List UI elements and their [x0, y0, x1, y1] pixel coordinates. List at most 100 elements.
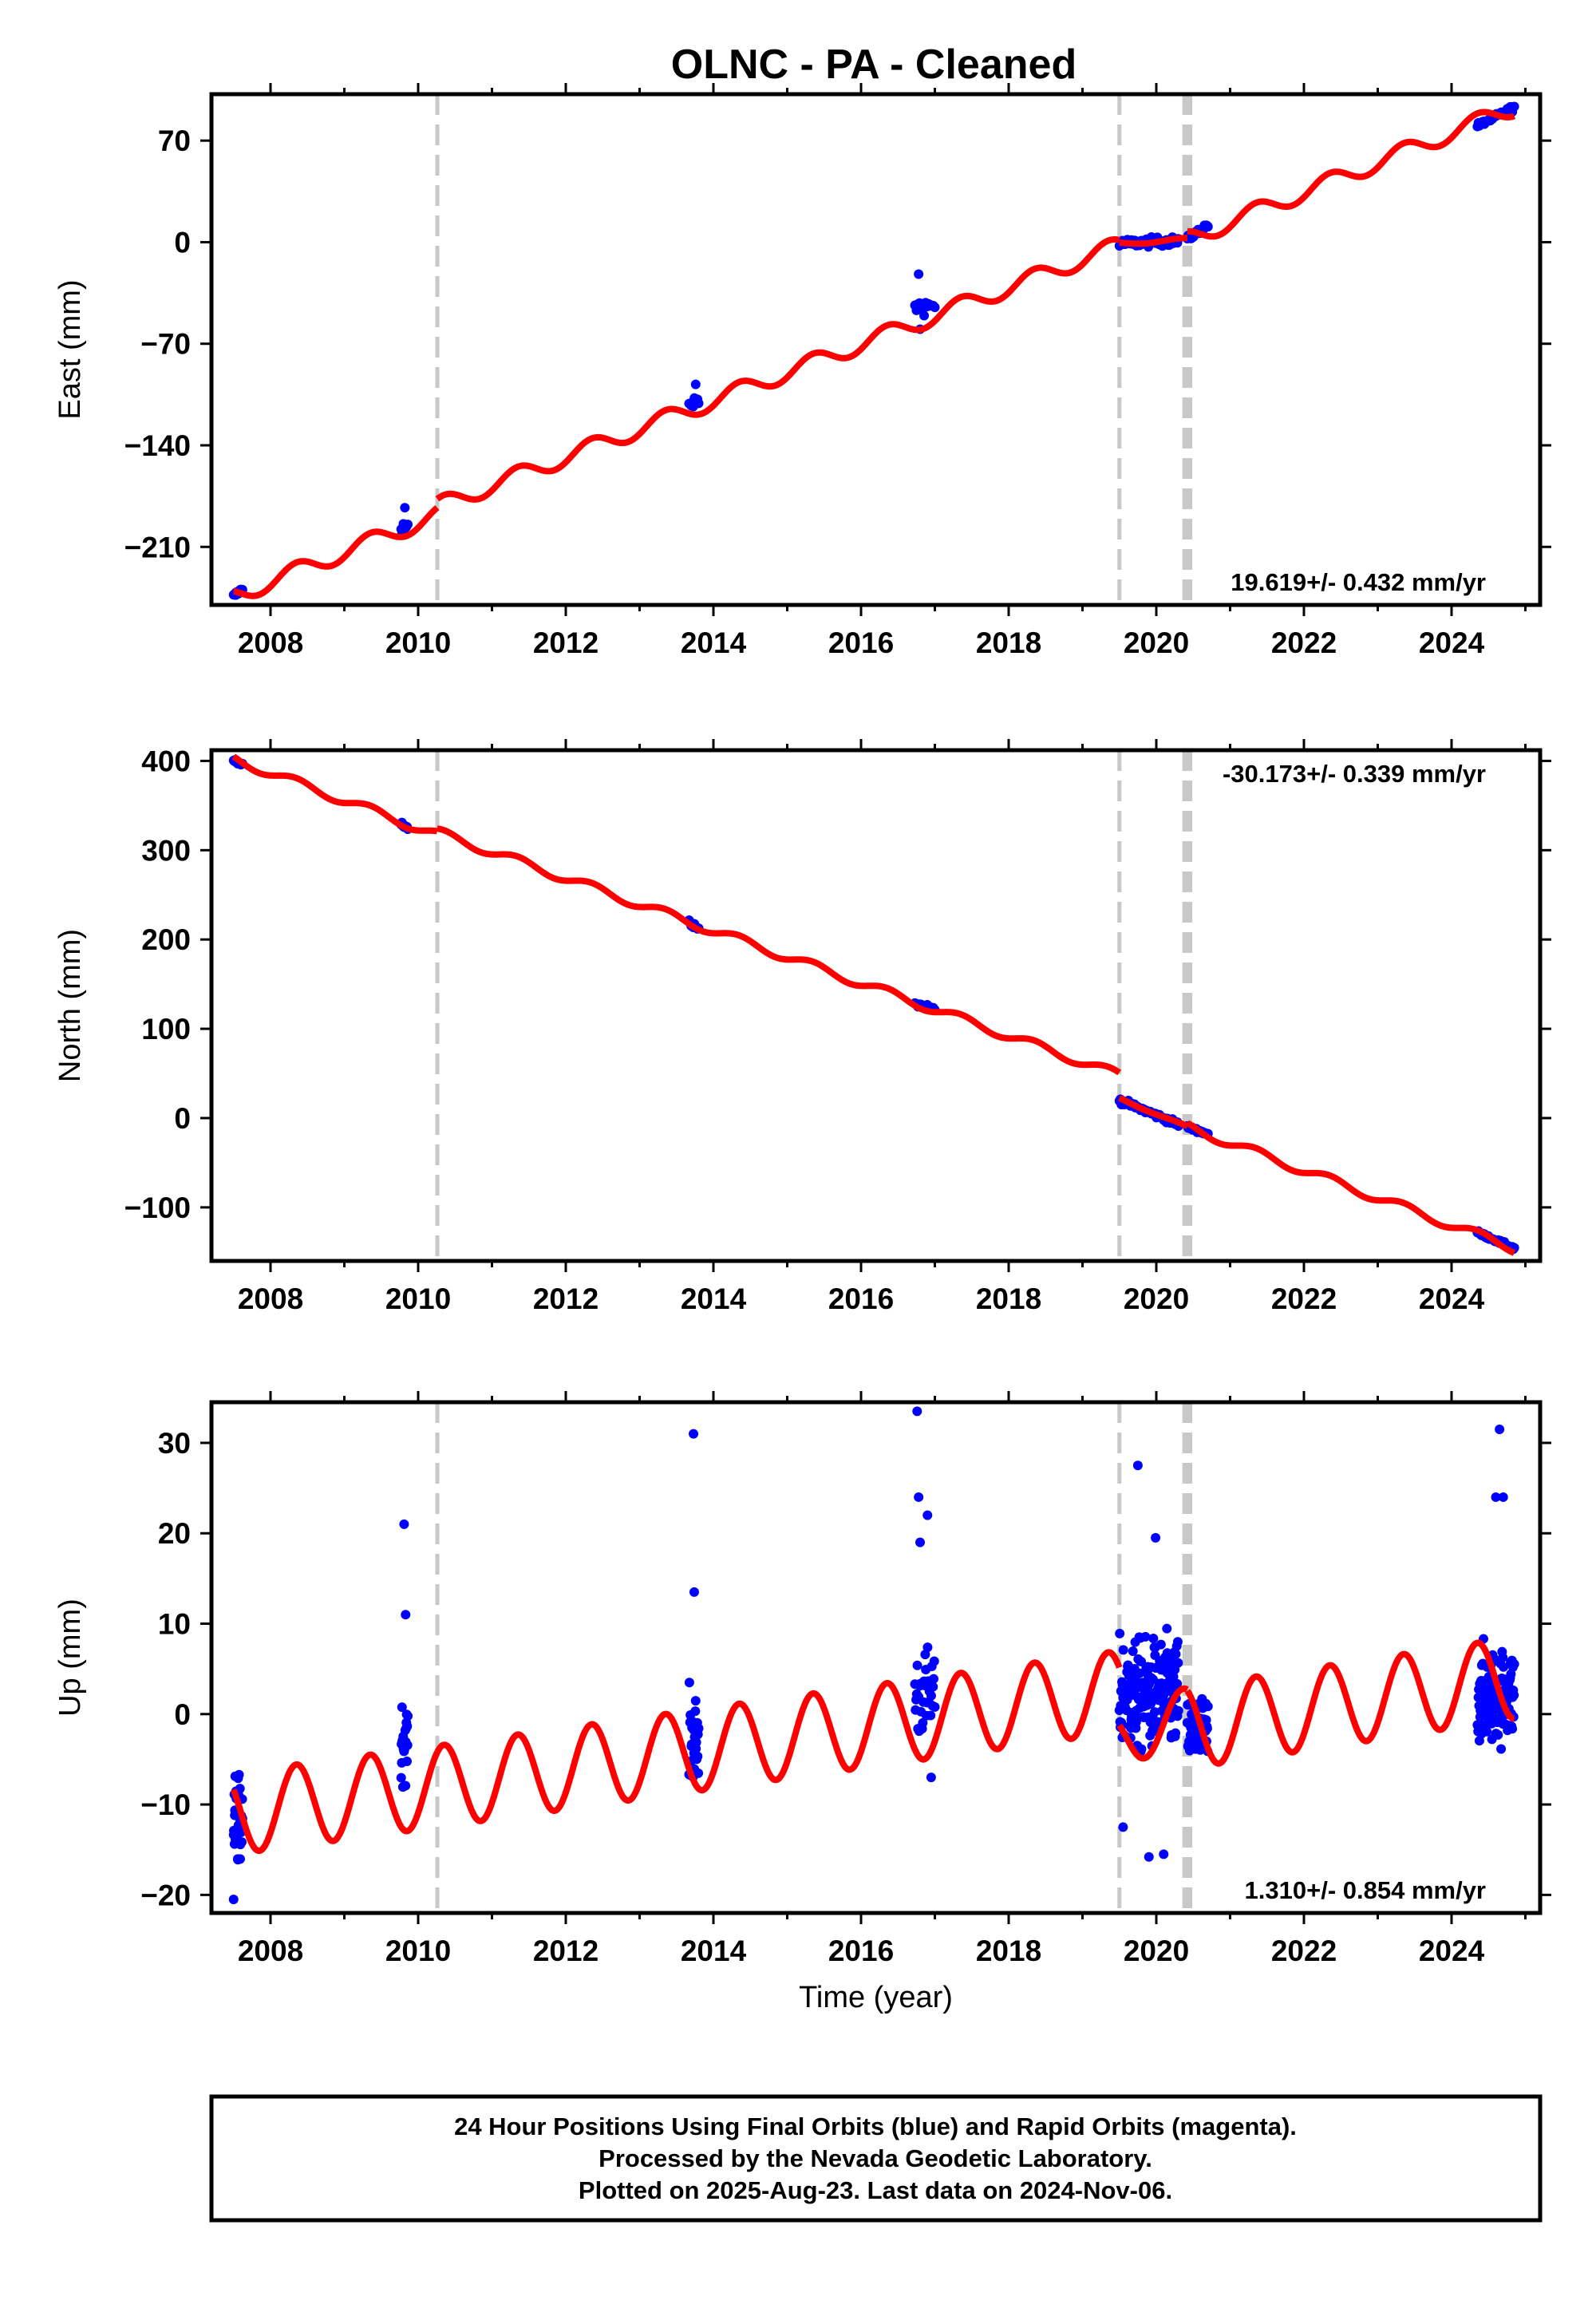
data-point	[690, 1696, 701, 1706]
y-tick-label: −100	[124, 1192, 191, 1224]
y-axis-label: North (mm)	[53, 929, 87, 1082]
data-point	[1149, 1707, 1159, 1717]
y-tick-label: −10	[140, 1788, 191, 1821]
data-point	[1509, 1659, 1519, 1670]
data-point	[1203, 1701, 1213, 1712]
y-tick-label: 70	[158, 124, 191, 157]
data-point	[1151, 1532, 1161, 1543]
data-point	[1203, 222, 1213, 232]
data-point	[1171, 1728, 1181, 1738]
data-point	[1156, 1639, 1166, 1650]
model-curve	[1116, 235, 1191, 247]
x-tick-label: 2010	[385, 626, 451, 659]
x-tick-label: 2024	[1419, 626, 1485, 659]
model-curve	[231, 753, 440, 835]
data-point	[1171, 1649, 1181, 1659]
panel-frame	[209, 92, 1543, 607]
y-tick-label: 0	[174, 1698, 191, 1731]
data-point	[399, 1519, 409, 1529]
x-tick-label: 2018	[976, 626, 1041, 659]
rate-annotation: 19.619+/- 0.432 mm/yr	[1231, 568, 1486, 596]
footer-frame	[209, 2094, 1543, 2223]
data-point	[397, 1702, 407, 1713]
x-tick-label: 2024	[1419, 1282, 1485, 1315]
footer-line-3: Plotted on 2025-Aug-23. Last data on 202…	[579, 2176, 1172, 2204]
data-point	[401, 1780, 411, 1791]
data-point	[1136, 1656, 1147, 1666]
data-point	[912, 1660, 922, 1670]
x-tick-label: 2014	[681, 626, 747, 659]
y-tick-label: 0	[174, 1102, 191, 1135]
data-point	[1491, 1492, 1501, 1502]
data-point	[926, 1773, 936, 1783]
data-point	[1148, 1633, 1159, 1643]
x-tick-label: 2012	[533, 626, 598, 659]
plot-area	[228, 1406, 1519, 1905]
data-point	[1483, 1710, 1494, 1721]
x-tick-label: 2020	[1124, 1282, 1189, 1315]
model-curve	[231, 504, 440, 599]
model-curve	[1184, 1120, 1517, 1256]
x-tick-label: 2018	[976, 1935, 1041, 1967]
data-point	[402, 1721, 413, 1731]
data-point	[1496, 1744, 1507, 1754]
panel-north: 2008 2010 2012 2014 2016 2018 2020 2022 2024 400 3…	[53, 739, 1551, 1315]
data-point	[1172, 1637, 1183, 1647]
data-point	[236, 1837, 247, 1848]
data-point	[403, 520, 413, 530]
y-tick-label: −20	[140, 1879, 191, 1911]
data-point	[926, 1710, 936, 1721]
x-tick-label: 2016	[828, 1282, 894, 1315]
x-tick-label: 2024	[1419, 1935, 1485, 1967]
data-point	[1144, 1852, 1154, 1862]
data-point	[401, 1610, 411, 1620]
x-tick-label: 2008	[238, 626, 303, 659]
footer-box: 24 Hour Positions Using Final Orbits (bl…	[209, 2094, 1543, 2223]
data-point	[693, 398, 704, 409]
data-point	[919, 310, 930, 321]
data-point	[1115, 1628, 1125, 1638]
data-point	[1140, 1631, 1151, 1642]
data-point	[1162, 1623, 1172, 1634]
figure-title: OLNC - PA - Cleaned	[671, 41, 1077, 88]
y-tick-label: 100	[141, 1013, 191, 1045]
model-curve	[1184, 109, 1517, 240]
panel-up: 2008 2010 2012 2014 2016 2018 2020 2022 20243020…	[53, 1391, 1551, 2014]
data-point	[914, 269, 924, 279]
data-point	[1509, 101, 1519, 112]
y-tick-label: 400	[141, 745, 191, 777]
data-point	[689, 1429, 699, 1439]
data-point	[396, 1773, 406, 1783]
plot-area	[228, 101, 1519, 600]
footer-line-2: Processed by the Nevada Geodetic Laborat…	[598, 2144, 1152, 2172]
model-curve	[1116, 1685, 1191, 1762]
model-curve	[434, 825, 1122, 1076]
data-point	[914, 1492, 924, 1502]
model-curve	[1184, 1639, 1517, 1767]
x-tick-label: 2012	[533, 1282, 598, 1315]
x-axis-label: Time (year)	[799, 1981, 953, 2014]
panel-frame	[209, 1400, 1543, 1915]
y-tick-label: 300	[141, 834, 191, 867]
data-point	[234, 1769, 244, 1780]
x-tick-label: 2014	[681, 1282, 747, 1315]
data-point	[1136, 1744, 1147, 1754]
model-curve	[434, 236, 1122, 503]
data-point	[691, 1737, 701, 1748]
data-point	[1172, 1678, 1183, 1689]
data-point	[235, 1784, 245, 1794]
data-point	[400, 503, 410, 513]
panel-frame	[209, 748, 1543, 1263]
data-point	[1498, 1652, 1508, 1662]
data-point	[928, 1674, 938, 1684]
y-tick-label: 30	[158, 1427, 191, 1460]
data-point	[922, 1510, 933, 1520]
y-tick-label: −70	[140, 328, 191, 361]
data-point	[693, 1751, 703, 1761]
y-tick-label: −140	[124, 429, 191, 462]
data-point	[1134, 1668, 1144, 1678]
x-tick-label: 2012	[533, 1935, 598, 1967]
data-point	[235, 1854, 246, 1864]
data-point	[693, 1723, 704, 1733]
